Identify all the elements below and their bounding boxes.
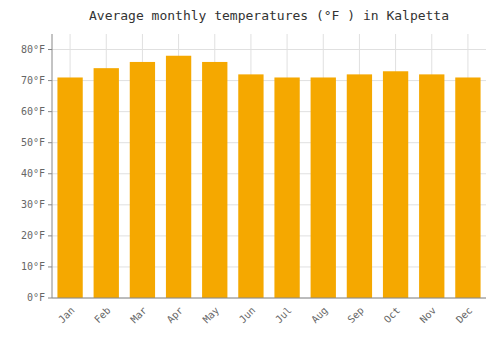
y-tick [48, 173, 52, 174]
x-tick-label: Sep [345, 305, 366, 326]
y-tick [48, 49, 52, 50]
y-tick [48, 298, 52, 299]
x-tick-label: Dec [454, 305, 475, 326]
x-tick-label: Jul [273, 305, 294, 326]
bar [238, 74, 263, 298]
x-tick-label: Apr [165, 305, 186, 326]
x-axis-line [52, 298, 486, 299]
y-tick-label: 60°F [21, 106, 45, 117]
y-tick-label: 10°F [21, 261, 45, 272]
x-tick-label: Jun [237, 305, 258, 326]
bar [166, 56, 191, 298]
title: Average monthly temperatures (°F ) in Ka… [89, 8, 449, 23]
bar [311, 77, 336, 298]
bars [57, 56, 480, 298]
y-axis: 0°F 10°F 20°F 30°F 40°F 50°F 60°F 70°F 80°F [21, 34, 52, 303]
y-tick-label: 30°F [21, 199, 45, 210]
x-tick-label: Aug [309, 305, 330, 326]
chart-container: Average monthly temperatures (°F ) in Ka… [0, 0, 500, 350]
y-tick [48, 142, 52, 143]
y-tick [48, 235, 52, 236]
grid-line [52, 49, 486, 50]
bar [419, 74, 444, 298]
y-tick [48, 266, 52, 267]
bar [130, 62, 155, 298]
bar [383, 71, 408, 298]
y-axis-line [52, 34, 53, 298]
grid-line [52, 298, 486, 299]
bar [57, 77, 82, 298]
bar [455, 77, 480, 298]
y-tick-label: 40°F [21, 168, 45, 179]
y-tick-label: 20°F [21, 230, 45, 241]
bar [202, 62, 227, 298]
x-tick-label: Nov [418, 305, 439, 326]
grid [52, 34, 486, 298]
bar [347, 74, 372, 298]
chart: Average monthly temperatures (°F ) in Ka… [0, 0, 500, 350]
x-axis: Jan Feb Mar Apr May Jun Jul Aug Sep Oct Nov Dec [52, 298, 486, 325]
x-tick-label: Oct [382, 305, 403, 326]
bar [94, 68, 119, 298]
y-tick-label: 80°F [21, 44, 45, 55]
y-tick [48, 80, 52, 81]
y-tick [48, 204, 52, 205]
y-tick-label: 50°F [21, 137, 45, 148]
x-tick-label: Feb [92, 305, 113, 326]
bar [274, 77, 299, 298]
x-tick-label: Mar [128, 305, 149, 326]
y-tick-label: 70°F [21, 75, 45, 86]
y-tick [48, 111, 52, 112]
y-tick-label: 0°F [27, 292, 45, 303]
x-tick-label: Jan [56, 305, 77, 326]
x-tick-label: May [201, 305, 222, 326]
